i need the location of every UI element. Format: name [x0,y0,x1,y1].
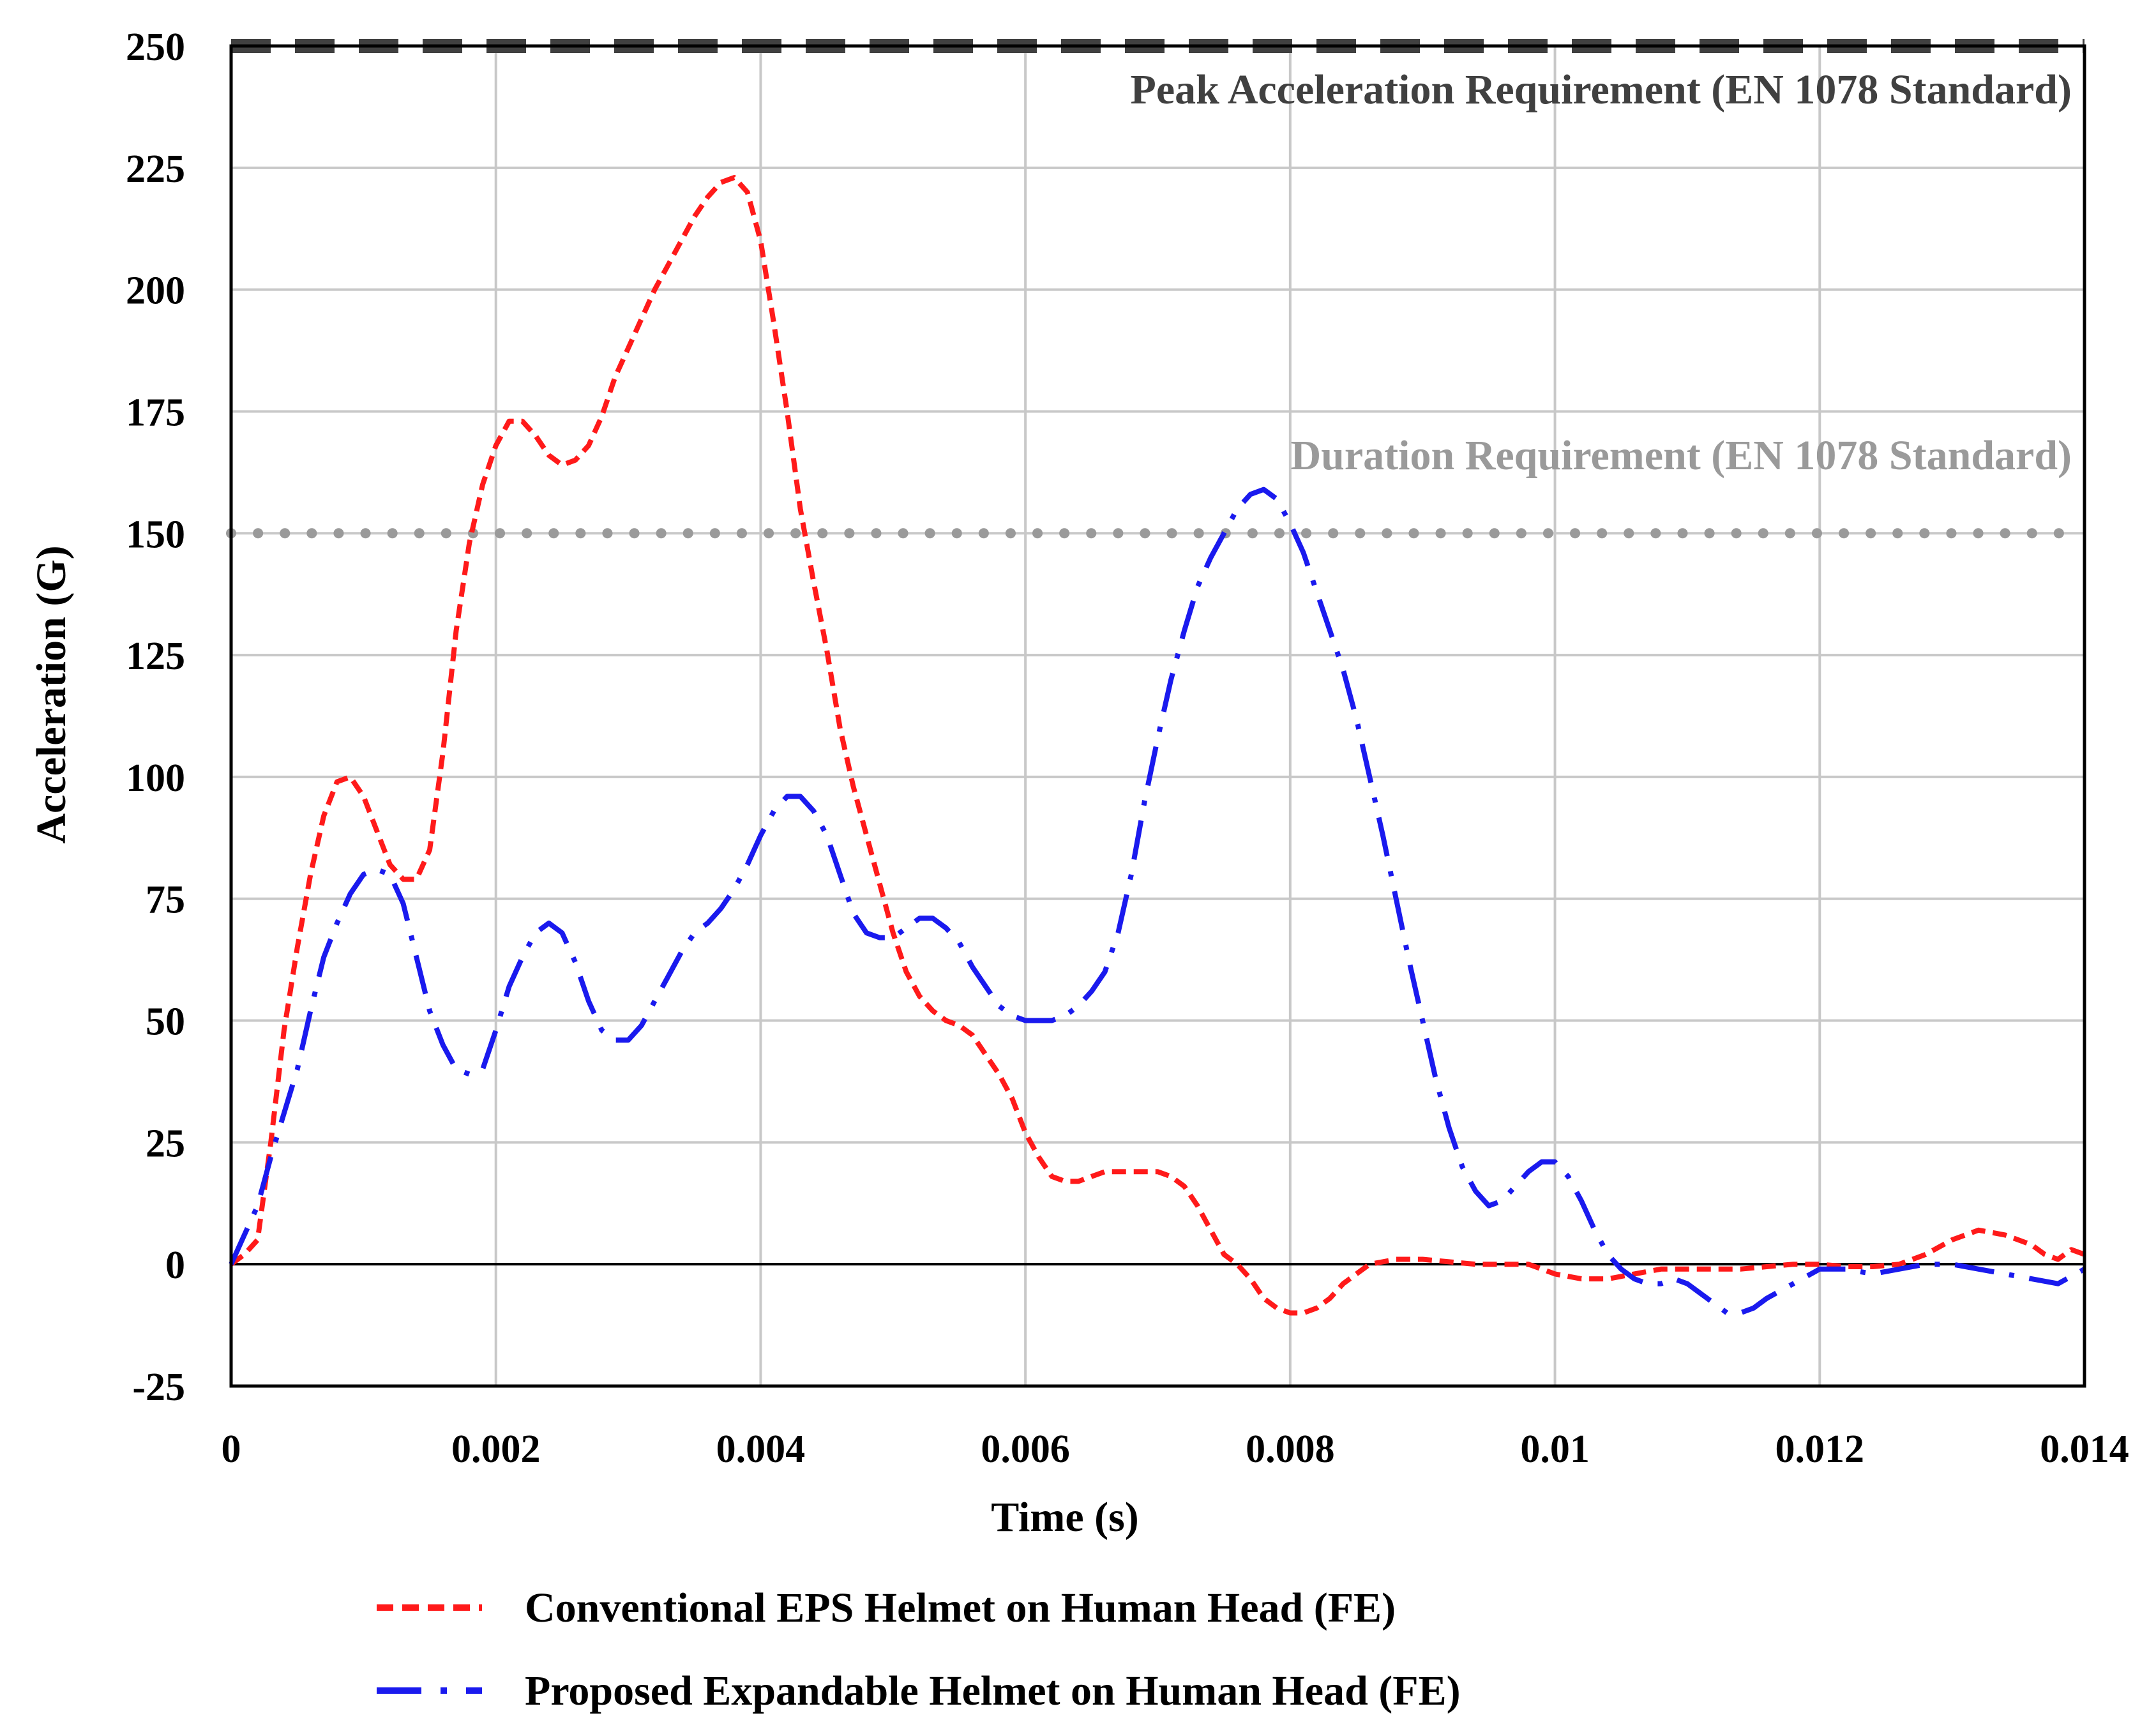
y-tick-label: 125 [126,635,185,678]
y-tick-label: 50 [146,1000,185,1044]
y-tick-label: 75 [146,878,185,922]
x-tick-label: 0.002 [451,1428,541,1471]
plot-frame-layer [229,44,2086,1388]
x-tick-label: 0.004 [716,1428,806,1471]
legend: Conventional EPS Helmet on Human Head (F… [377,1585,1461,1714]
x-tick-label: 0.014 [2040,1428,2129,1471]
conventional-eps-series-line [229,175,2086,1316]
y-tick-label: 250 [126,26,185,69]
x-tick-label: 0 [222,1428,241,1471]
expandable-helmet-series-line [229,486,2086,1316]
y-tick-label: -25 [132,1366,185,1409]
legend-label-conventional: Conventional EPS Helmet on Human Head (F… [525,1585,1396,1631]
duration-requirement-label: Duration Requirement (EN 1078 Standard) [1291,432,2072,479]
plot-frame [229,44,2086,1388]
y-axis-title: Acceleration (G) [28,545,75,843]
y-tick-label: 200 [126,269,185,313]
y-tick-label: 0 [165,1244,185,1287]
grid [230,45,2086,1387]
y-tick-label: 175 [126,391,185,434]
data-series [229,175,2086,1316]
y-tick-label: 25 [146,1122,185,1165]
y-tick-label: 150 [126,513,185,556]
x-tick-label: 0.012 [1775,1428,1865,1471]
x-tick-label: 0.006 [981,1428,1070,1471]
y-tick-label: 100 [126,757,185,800]
y-tick-label: 225 [126,147,185,191]
x-tick-label: 0.008 [1246,1428,1335,1471]
legend-label-expandable: Proposed Expandable Helmet on Human Head… [525,1668,1461,1714]
x-tick-label: 0.01 [1520,1428,1590,1471]
peak-acceleration-label: Peak Acceleration Requirement (EN 1078 S… [1131,66,2072,113]
x-axis-title: Time (s) [991,1494,1139,1541]
tick-labels: 0 0.002 0.004 0.006 0.008 0.01 0.012 0.014 -25 0 2… [126,26,2129,1471]
